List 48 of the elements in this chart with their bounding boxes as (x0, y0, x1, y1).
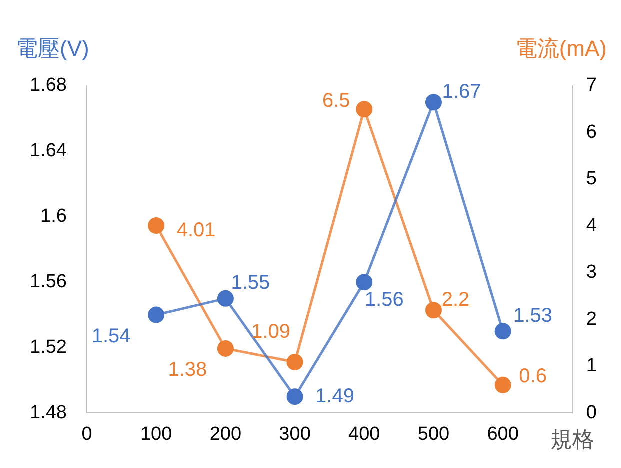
x-tick-label: 200 (210, 424, 242, 445)
y-tick-label: 1.6 (40, 206, 67, 228)
point (425, 302, 442, 319)
y-tick-label: 1.48 (30, 402, 67, 424)
y-tick-label: 1.56 (30, 272, 67, 293)
y2-tick-label: 6 (586, 122, 598, 143)
data-label: 1.38 (168, 359, 208, 382)
x-axis-title: 規格 (550, 427, 594, 452)
point (217, 340, 234, 357)
y2-tick-label: 4 (586, 215, 598, 236)
x-tick-label: 100 (140, 424, 172, 445)
data-label: 1.55 (231, 272, 270, 294)
x-tick-label: 300 (279, 424, 311, 445)
y2-tick-label: 0 (586, 402, 598, 424)
x-tick-label: 600 (487, 424, 519, 445)
y2-tick-label: 5 (586, 168, 598, 190)
point (286, 354, 304, 370)
data-label: 1.67 (442, 80, 482, 103)
x-tick-label: 500 (418, 424, 450, 445)
point (425, 94, 442, 111)
point (217, 290, 234, 307)
x-tick-label: 400 (348, 424, 380, 445)
point (494, 323, 512, 340)
y2-tick-label: 7 (586, 75, 598, 96)
data-label: 1.54 (92, 326, 131, 348)
y-tick-label: 1.68 (30, 75, 67, 96)
data-label: 2.2 (442, 288, 470, 311)
data-label: 1.56 (364, 288, 404, 311)
data-label: 1.53 (514, 304, 553, 327)
y2-tick-label: 3 (586, 262, 598, 284)
y-axis-title: 電壓(V) (16, 36, 90, 61)
point (148, 306, 165, 324)
data-label: 6.5 (322, 90, 350, 112)
point (356, 274, 373, 291)
data-label: 0.6 (519, 366, 547, 388)
x-tick-label: 0 (82, 424, 92, 445)
data-label: 1.49 (316, 385, 354, 408)
data-label: 4.01 (176, 219, 216, 242)
y2-tick-label: 1 (586, 356, 598, 377)
data-label: 1.09 (252, 320, 290, 343)
y2-axis-title: 電流(mA) (515, 36, 607, 61)
point (148, 218, 165, 234)
point (356, 101, 373, 118)
point (494, 376, 512, 394)
point (286, 388, 304, 406)
y-tick-label: 1.64 (30, 140, 68, 162)
y-tick-label: 1.52 (30, 336, 67, 358)
y2-tick-label: 2 (586, 308, 598, 330)
